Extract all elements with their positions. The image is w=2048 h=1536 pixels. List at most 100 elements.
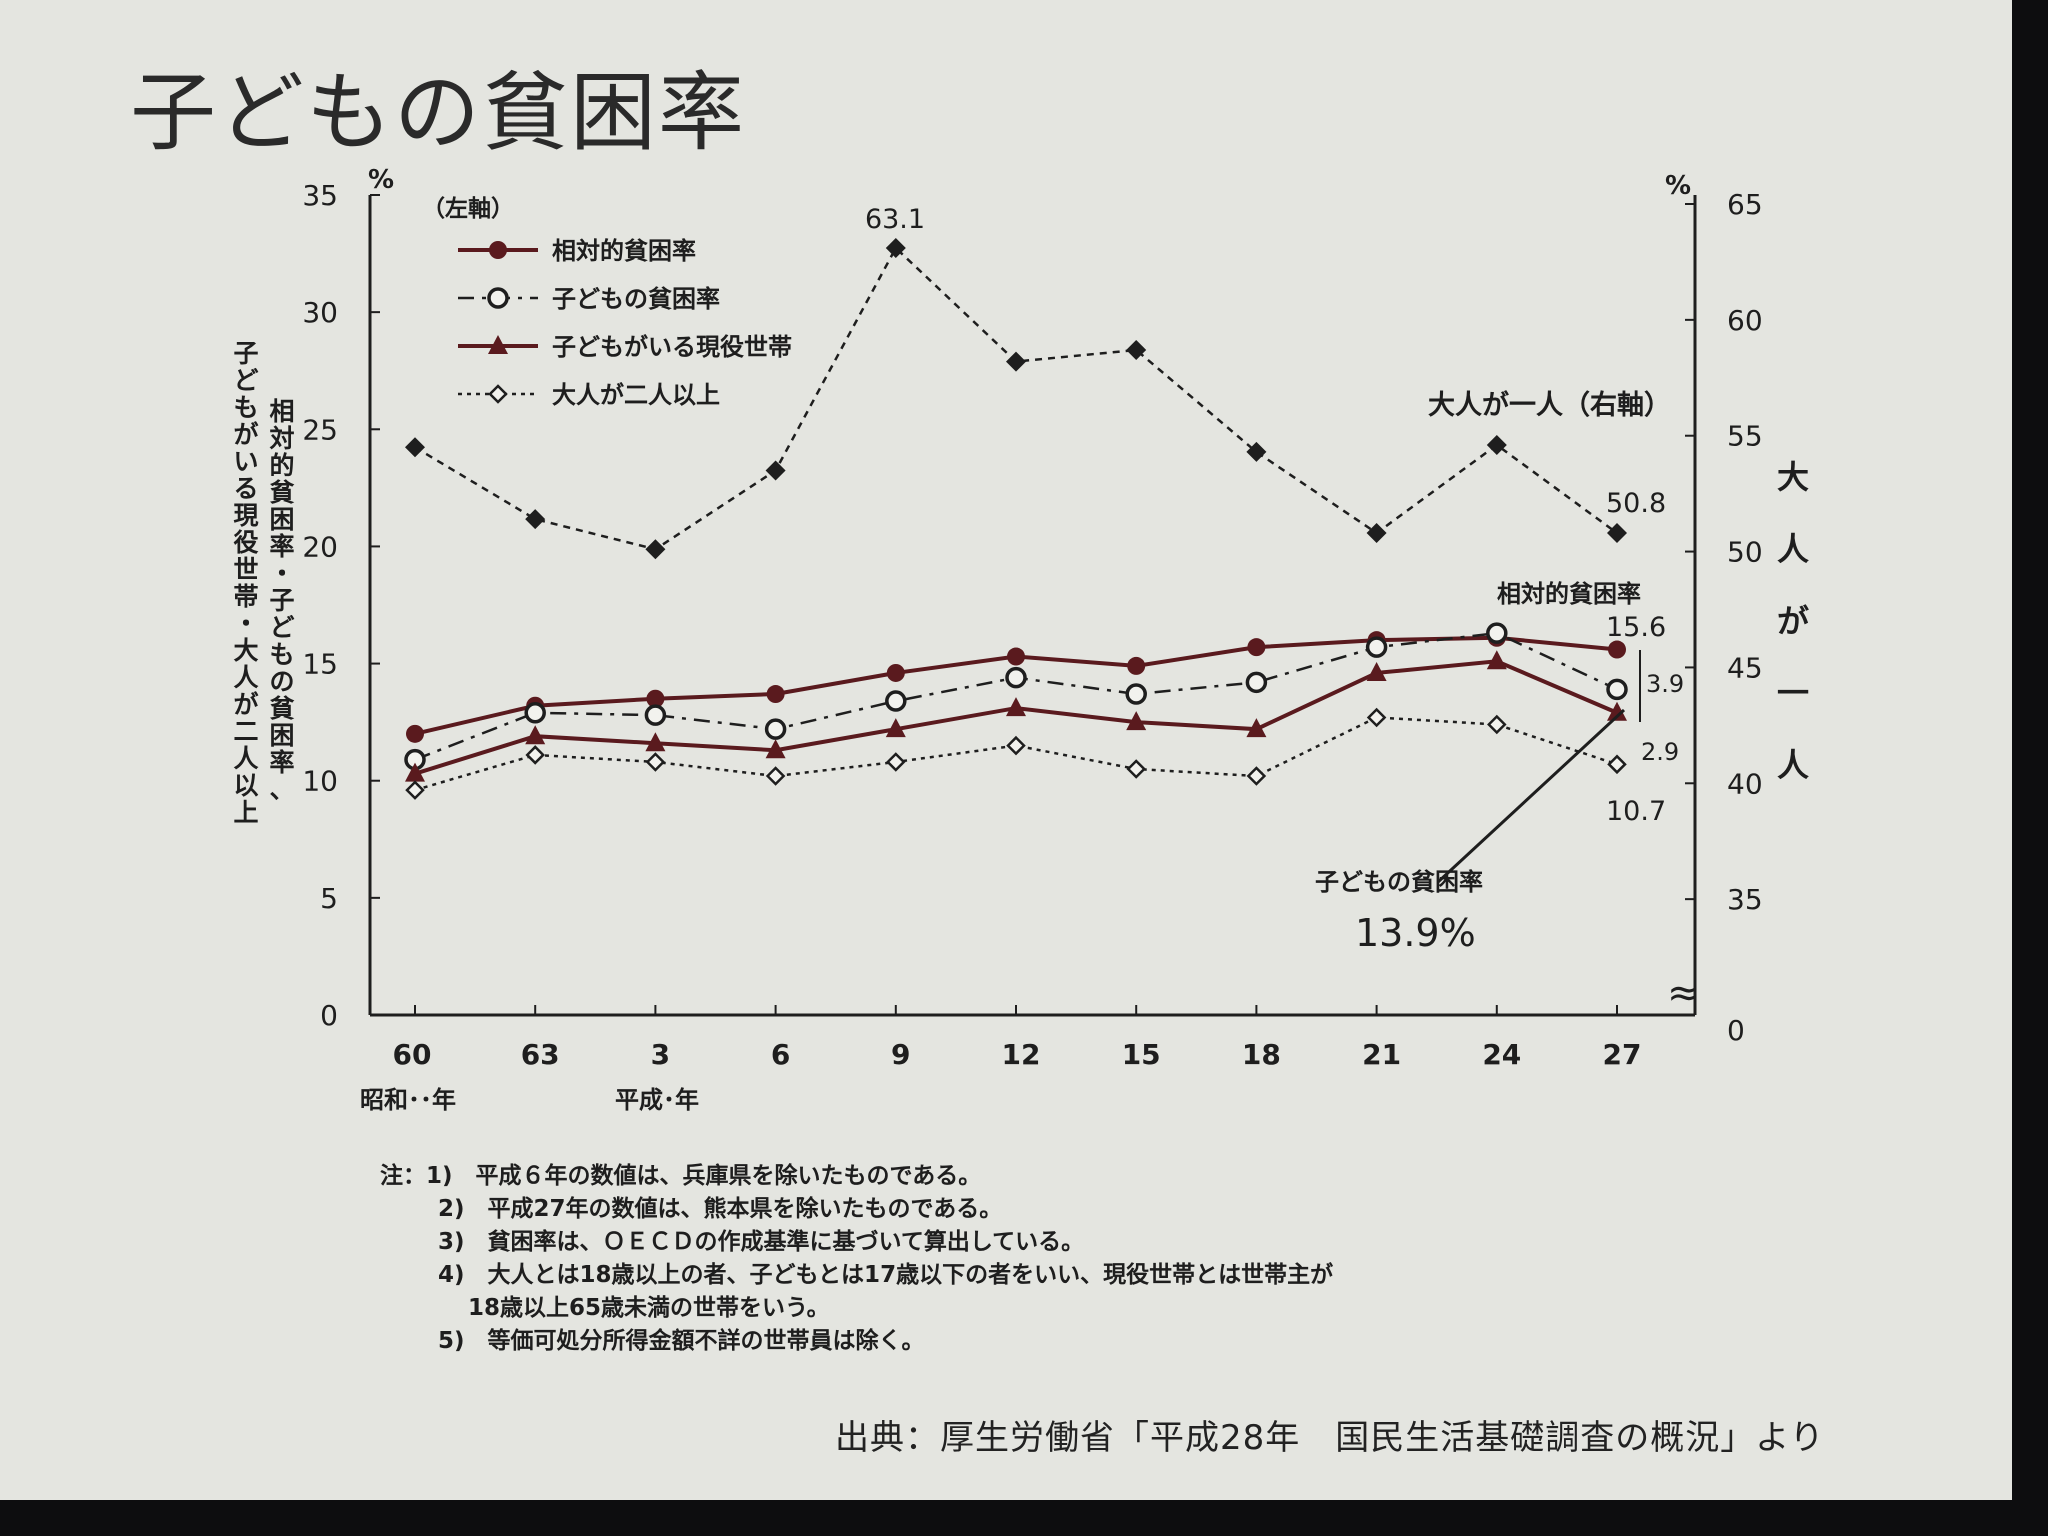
peak-value-label: 63.1 (865, 204, 925, 235)
footnote-1: 注：1) 平成６年の数値は、兵庫県を除いたものである。 (380, 1163, 982, 1189)
axis-label-char: ど (269, 613, 294, 642)
axis-label-char: 現 (233, 501, 258, 530)
x-tick-label: 15 (1122, 1038, 1161, 1071)
axis-label-char: 以 (233, 771, 258, 800)
right-tick-label: 0 (1727, 1014, 1745, 1047)
right-axis-unit: % (1665, 171, 1691, 201)
data-point (1487, 714, 1507, 735)
axis-label-char: 上 (233, 798, 258, 827)
axis-label-char: 一 (1777, 674, 1809, 712)
axis-label-char: 子 (269, 586, 294, 615)
data-point (646, 689, 665, 708)
series-1 (404, 622, 1628, 771)
right-tick-label: 50 (1727, 536, 1763, 569)
series-2 (405, 650, 1627, 782)
legend-label: 相対的貧困率 (552, 237, 696, 265)
right-tick-label: 40 (1727, 767, 1763, 800)
series-4 (405, 238, 1627, 560)
data-point (766, 685, 785, 704)
data-point (1006, 735, 1026, 756)
data-point (525, 725, 546, 745)
right-tick-label: 65 (1727, 188, 1763, 221)
left-tick-label: 20 (302, 530, 338, 563)
data-point (885, 238, 906, 259)
footnote-5: 5) 等価可処分所得金額不詳の世帯員は除く。 (438, 1328, 925, 1354)
axis-label-char: 貧 (269, 478, 294, 507)
footnote-3: 3) 貧困率は、ＯＥＣＤの作成基準に基づいて算出している。 (438, 1229, 1085, 1255)
axis-label-char: 困 (269, 721, 294, 750)
axis-label-char: が (233, 690, 258, 719)
axis-label-char: 二 (233, 717, 258, 746)
data-point (1486, 434, 1507, 455)
axis-label-char: ど (233, 366, 258, 395)
axis-label-char: 子 (233, 339, 258, 368)
axis-label-char: も (233, 393, 258, 422)
data-point (405, 437, 425, 458)
data-point (1365, 636, 1388, 658)
series-3 (405, 707, 1627, 800)
x-tick-label: 24 (1482, 1038, 1521, 1071)
x-tick-label: 3 (651, 1038, 670, 1071)
axis-label-char: い (233, 447, 258, 476)
axis-label-char: 相 (269, 397, 294, 426)
era-label-heisei: 平成･年 (615, 1086, 699, 1114)
data-point (1006, 697, 1026, 717)
axis-label-char: 貧 (269, 694, 294, 723)
right-axis-title: 大人が一人 (1777, 458, 1809, 784)
data-point (1007, 647, 1025, 666)
footnote-4: 4) 大人とは18歳以上の者、子どもとは17歳以下の者をいい、現役世帯とは世帯主… (438, 1262, 1334, 1288)
data-point (1006, 351, 1026, 372)
legend-label: 子どもの貧困率 (552, 285, 720, 313)
x-tick-label: 60 (393, 1038, 432, 1071)
data-point (1126, 339, 1147, 360)
axis-label-char: 困 (269, 505, 294, 534)
axis-label-char: る (233, 474, 258, 503)
axis-label-char: が (233, 420, 258, 449)
left-tick-label: 5 (320, 882, 338, 915)
data-point (487, 287, 509, 309)
right-tick-label: 45 (1727, 651, 1763, 684)
data-point (1486, 622, 1508, 644)
slide-title: 子どもの貧困率 (130, 63, 746, 163)
data-point (489, 241, 507, 259)
left-tick-label: 0 (320, 999, 338, 1032)
data-point (885, 690, 907, 712)
footnote-2: 2) 平成27年の数値は、熊本県を除いたものである。 (438, 1196, 1003, 1222)
active-diff-label: 2.9 (1641, 738, 1679, 766)
era-label-showa: 昭和･･年 (360, 1086, 456, 1114)
data-point (1247, 638, 1266, 657)
data-point (488, 384, 508, 404)
axis-label-char: ・ (269, 559, 294, 588)
axis-label-char: 人 (233, 744, 258, 773)
data-point (764, 718, 787, 740)
data-point (406, 724, 424, 743)
data-point (1125, 683, 1147, 705)
axis-label-char: も (269, 640, 294, 669)
right-series-label: 大人が一人（右軸） (1428, 389, 1671, 421)
x-tick-label: 9 (891, 1038, 910, 1071)
rel-rate-value-label: 15.6 (1606, 612, 1666, 643)
data-point (1246, 766, 1267, 786)
callout-leader-line (1436, 708, 1626, 884)
slide: 子どもの貧困率 0 5 10 15 20 25 30 35% 0 35 40 45 50 55 60 65% ≈… (0, 0, 2012, 1500)
data-point (1246, 718, 1267, 738)
data-point (1126, 711, 1147, 731)
data-point (405, 780, 425, 800)
data-point (405, 762, 425, 782)
last-right-value-label: 50.8 (1606, 488, 1666, 519)
left-tick-label: 10 (302, 765, 338, 798)
callout-label: 子どもの貧困率 (1315, 868, 1483, 896)
x-tick-label: 12 (1002, 1038, 1041, 1071)
source-citation: 出典：厚生労働省「平成28年 国民生活基礎調査の概況」より (835, 1418, 1825, 1458)
two-adult-value-label: 10.7 (1606, 796, 1666, 827)
data-point (644, 704, 667, 726)
data-point (1366, 523, 1387, 544)
axis-label-char: 率 (269, 532, 294, 561)
callout-value: 13.9% (1355, 911, 1476, 955)
data-point (524, 702, 546, 724)
data-point (886, 752, 906, 772)
